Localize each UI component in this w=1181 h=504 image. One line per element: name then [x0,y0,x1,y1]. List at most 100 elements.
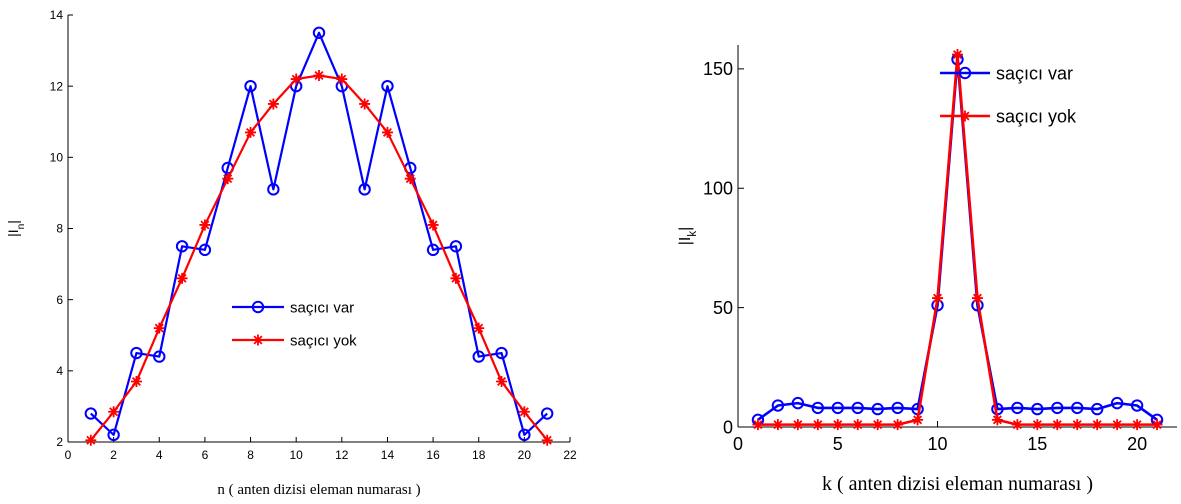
data-point [540,407,554,420]
x-tick-label: 16 [426,448,440,462]
data-point [1111,419,1123,431]
legend-label: saçıcı yok [996,106,1077,126]
x-tick-label: 6 [202,448,209,462]
data-point [450,272,462,284]
data-point [449,240,463,253]
data-point [541,434,553,446]
x-tick-label: 12 [335,448,349,462]
data-point [791,396,805,410]
y-axis-label-main: |I [677,237,694,246]
data-point [312,26,326,39]
data-point [792,419,804,431]
data-point [175,240,189,253]
series-line-1 [757,53,1158,426]
data-point [496,376,508,388]
data-point [971,292,983,304]
legend: saçıcı var saçıcı yok [940,63,1077,126]
legend: saçıcı var saçıcı yok [232,299,357,349]
data-point [932,292,944,304]
data-point [336,73,348,85]
data-point [153,350,166,363]
legend-label: saçıcı var [290,299,354,316]
data-point [991,414,1003,426]
data-point [1130,399,1144,412]
data-point [811,401,825,415]
data-point [108,406,120,418]
x-tick-label: 5 [833,434,843,454]
y-axis-label-subscript: n [16,224,27,230]
y-axis-label: |In| [5,220,27,237]
data-point [199,219,211,231]
data-point [892,419,904,431]
data-point [891,401,904,415]
y-axis-label-end: | [5,220,21,224]
data-point [852,419,864,431]
data-point [267,98,279,110]
x-tick-label: 18 [472,448,486,462]
y-tick-label: 2 [56,435,63,449]
data-point [1051,401,1064,415]
data-point [244,79,257,93]
y-axis-label-main: |I [5,229,21,237]
x-tick-label: 4 [156,448,163,462]
data-point [198,243,212,257]
y-tick-label: 10 [50,151,64,165]
series-1 [85,69,553,446]
series-0 [84,26,554,442]
x-tick-label: 20 [1127,434,1147,454]
data-point [1071,419,1083,431]
data-point [1151,419,1163,431]
data-point [359,98,371,110]
x-tick-label: 14 [381,448,395,462]
data-point [472,350,485,363]
series-1 [752,49,1163,431]
x-tick-label: 2 [110,448,117,462]
x-tick-label: 10 [290,448,304,462]
data-point [245,126,257,138]
data-point [1090,402,1104,416]
y-tick-label: 150 [703,59,733,79]
y-tick-label: 6 [56,293,63,307]
x-tick-label: 10 [928,434,948,454]
data-point [313,69,325,81]
data-point [267,183,280,196]
data-point [222,173,234,185]
y-tick-label: 4 [56,364,63,378]
legend-marker [252,334,264,346]
x-tick-label: 0 [65,448,72,462]
data-point [426,243,440,257]
series-line-0 [757,58,1158,421]
y-tick-label: 12 [50,79,64,93]
data-point [772,419,784,431]
data-point [130,376,142,388]
data-point [1011,401,1024,415]
data-point [1131,419,1143,431]
data-point [85,434,97,446]
data-point [130,346,143,360]
data-point [872,419,884,431]
chart-right: 0 5 10 15 20 0 50 100 150 k ( anten dizisi eleman… [677,45,1177,495]
legend-label: saçıcı yok [290,332,357,349]
data-point [832,419,844,431]
y-tick-label: 8 [56,222,63,236]
x-tick-label: 0 [733,434,743,454]
legend-marker [959,110,971,122]
data-point [1031,419,1043,431]
y-axis-label: |Ik| [677,227,699,246]
y-tick-label: 14 [50,8,64,22]
data-point [518,406,530,418]
data-point [1110,396,1124,410]
data-point [427,219,439,231]
legend-marker [251,300,265,314]
data-point [381,126,393,138]
data-point [1071,401,1084,415]
y-tick-label: 100 [703,179,733,199]
data-point [851,401,864,415]
data-point [473,322,485,334]
y-tick-label: 0 [723,417,733,437]
data-point [518,428,531,442]
x-axis-label: k ( anten dizisi eleman numarası ) [822,473,1093,495]
data-point [495,346,508,360]
